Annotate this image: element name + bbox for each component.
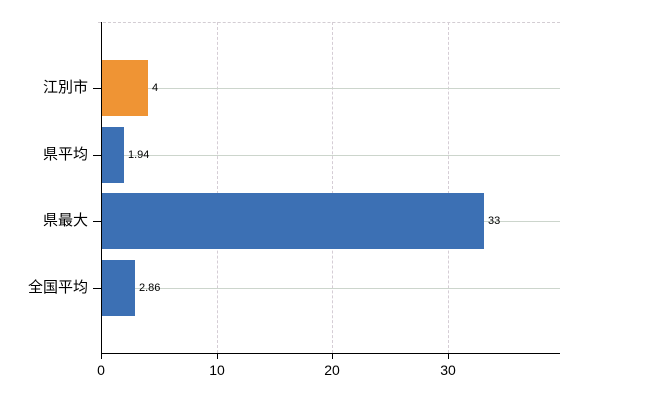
y-axis-label: 全国平均	[27, 279, 88, 296]
plot-top-border	[98, 22, 560, 23]
y-axis-label: 県平均	[42, 146, 88, 163]
bar-value-label: 2.86	[139, 282, 161, 294]
x-axis-tick	[217, 354, 218, 359]
x-axis-tick	[101, 354, 102, 359]
y-axis-line	[101, 22, 102, 354]
bar-3	[102, 193, 484, 249]
y-axis-label: 江別市	[42, 79, 88, 96]
y-axis-tick	[93, 221, 101, 222]
gridline-horizontal	[101, 88, 560, 89]
gridline-vertical	[448, 22, 449, 353]
bar-4	[102, 260, 135, 316]
gridline-vertical	[217, 22, 218, 353]
bar-2	[102, 127, 124, 183]
x-axis-tick-label: 10	[209, 362, 225, 378]
x-axis-tick-label: 0	[97, 362, 105, 378]
bar-value-label: 4	[152, 82, 159, 94]
y-axis-tick	[93, 155, 101, 156]
x-axis-tick-label: 30	[440, 362, 456, 378]
x-axis-tick	[448, 354, 449, 359]
gridline-horizontal	[101, 155, 560, 156]
x-axis-line	[101, 353, 560, 354]
bar-1	[102, 60, 148, 116]
bar-value-label: 33	[488, 215, 501, 227]
x-axis-tick-label: 20	[324, 362, 340, 378]
x-axis-tick	[332, 354, 333, 359]
bar-value-label: 1.94	[128, 149, 150, 161]
y-axis-label: 県最大	[42, 212, 88, 229]
y-axis-tick	[93, 288, 101, 289]
gridline-vertical	[332, 22, 333, 353]
gridline-horizontal	[101, 288, 560, 289]
y-axis-tick	[93, 88, 101, 89]
